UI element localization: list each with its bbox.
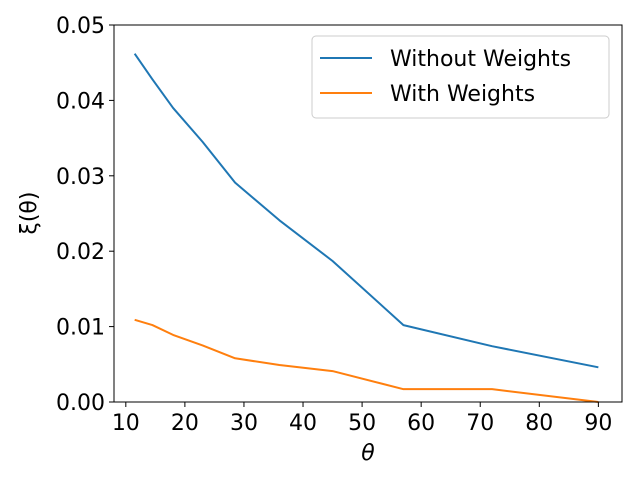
y-tick-label: 0.04 [56, 89, 105, 114]
series-line-without-weights [133, 53, 599, 369]
y-axis-label: ξ(θ) [17, 192, 42, 235]
data-point-without-weights [278, 219, 280, 221]
data-point-without-weights [402, 324, 404, 326]
data-point-without-weights [151, 78, 153, 80]
data-point-without-weights [332, 260, 334, 262]
x-tick-label: 50 [348, 411, 376, 436]
data-point-with-weights [134, 319, 136, 321]
y-tick-label: 0.03 [56, 165, 105, 190]
data-point-with-weights [202, 344, 204, 346]
y-tick-label: 0.00 [56, 391, 105, 416]
x-tick-label: 30 [230, 411, 258, 436]
x-tick-label: 10 [112, 411, 140, 436]
data-point-with-weights [278, 364, 280, 366]
data-point-with-weights [491, 388, 493, 390]
legend-frame [311, 35, 610, 119]
y-axis: 0.00 0.01 0.02 0.03 0.04 0.05 [56, 14, 114, 416]
legend-label-without-weights: Without Weights [390, 47, 571, 72]
x-tick-label: 80 [525, 411, 553, 436]
series-line-with-weights [134, 318, 599, 403]
data-point-without-weights [491, 345, 493, 347]
data-point-without-weights [134, 53, 136, 55]
data-point-without-weights [234, 182, 236, 184]
data-point-with-weights [172, 334, 174, 336]
x-tick-label: 90 [584, 411, 612, 436]
y-tick-label: 0.05 [56, 14, 105, 39]
data-point-with-weights [234, 357, 236, 359]
series-layer [133, 53, 599, 403]
data-point-without-weights [202, 141, 204, 143]
legend-label-with-weights: With Weights [390, 82, 535, 107]
x-tick-label: 40 [289, 411, 317, 436]
legend: Without Weights With Weights [311, 35, 610, 119]
x-axis-label: θ [361, 441, 375, 466]
plot-frame [113, 24, 623, 403]
y-tick-label: 0.01 [56, 316, 105, 341]
data-point-with-weights [402, 388, 404, 390]
x-tick-label: 60 [407, 411, 435, 436]
y-tick-label: 0.02 [56, 240, 105, 265]
x-tick-label: 70 [466, 411, 494, 436]
data-point-without-weights [597, 366, 599, 368]
data-point-with-weights [332, 370, 334, 372]
x-axis: 10 20 30 40 50 60 70 80 90 [112, 402, 612, 436]
x-tick-label: 20 [171, 411, 199, 436]
data-point-with-weights [151, 324, 153, 326]
data-point-without-weights [172, 107, 174, 109]
